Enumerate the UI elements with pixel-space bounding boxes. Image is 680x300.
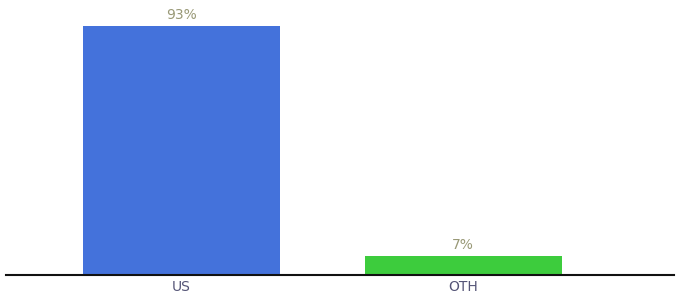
Text: 7%: 7% xyxy=(452,238,474,252)
Text: 93%: 93% xyxy=(166,8,197,22)
Bar xyxy=(364,256,562,275)
Bar xyxy=(83,26,280,275)
